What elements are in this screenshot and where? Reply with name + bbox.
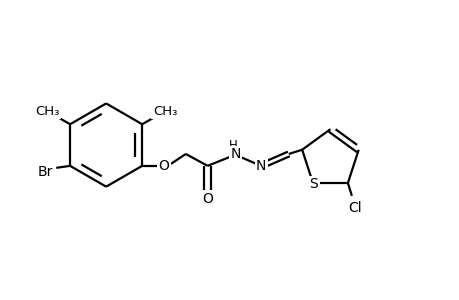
Text: S: S	[309, 177, 318, 191]
Text: H: H	[229, 139, 237, 152]
Text: O: O	[202, 191, 213, 206]
Text: N: N	[255, 159, 266, 173]
Text: Br: Br	[38, 165, 53, 179]
Text: CH₃: CH₃	[152, 105, 177, 118]
Text: N: N	[230, 147, 240, 161]
Text: CH₃: CH₃	[35, 105, 59, 118]
Text: Cl: Cl	[347, 201, 361, 215]
Text: O: O	[158, 159, 169, 173]
